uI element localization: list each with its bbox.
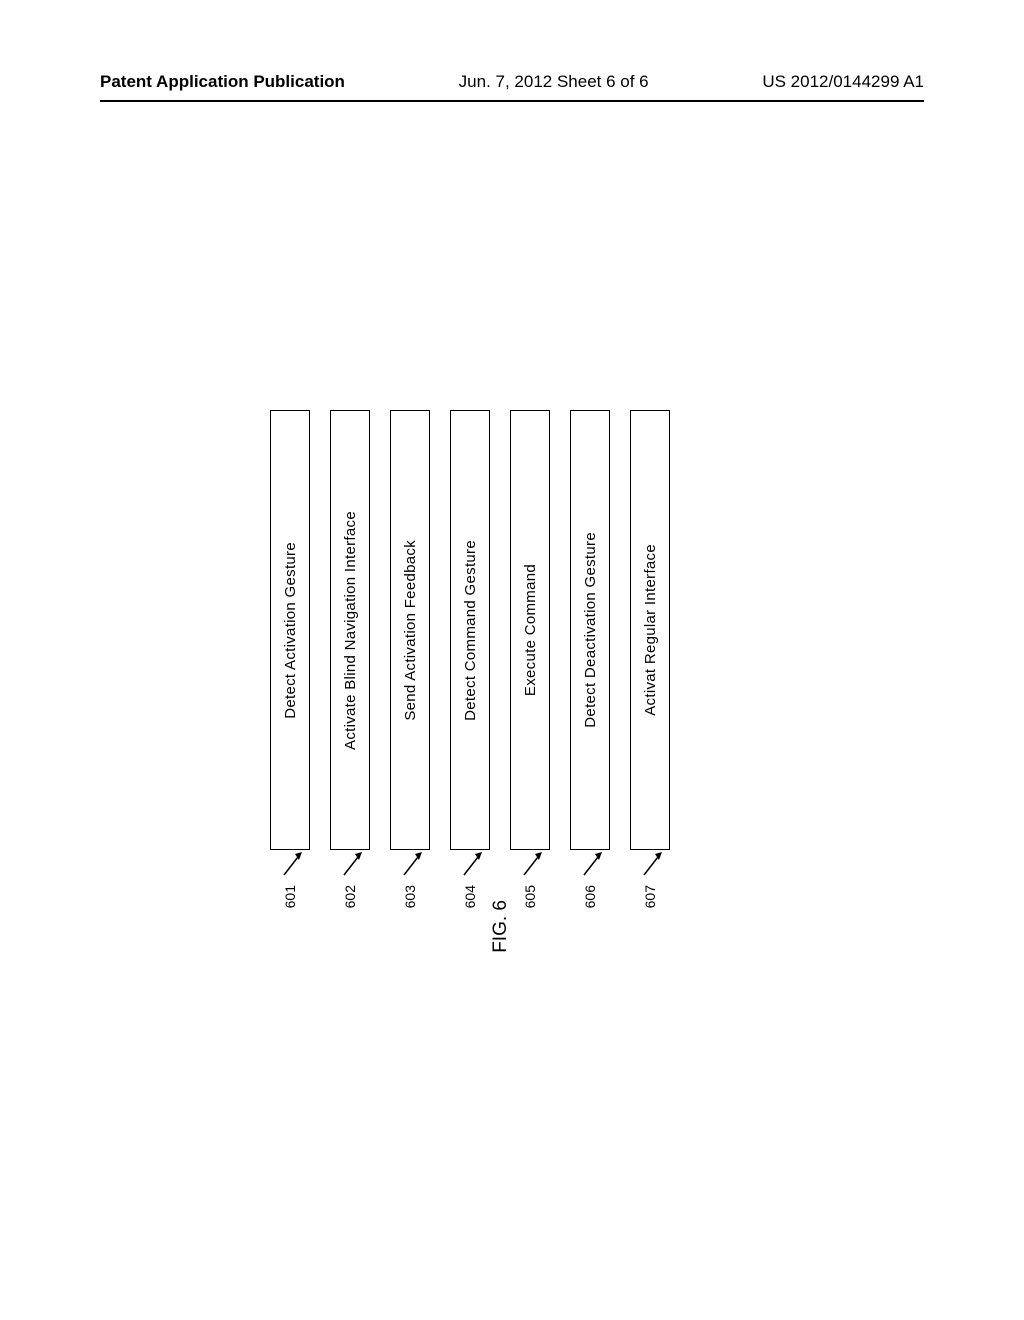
step-label: Detect Activation Gesture — [282, 542, 299, 719]
callout-line — [514, 857, 546, 889]
step-callout: 604 — [454, 857, 486, 908]
page-header: Patent Application Publication Jun. 7, 2… — [0, 72, 1024, 92]
step-callout: 607 — [634, 857, 666, 908]
callout-line — [334, 857, 366, 889]
step-label: Detect Command Gesture — [462, 540, 479, 721]
step-ref: 606 — [582, 885, 598, 908]
step-label: Detect Deactivation Gesture — [582, 532, 599, 728]
step-box: Detect Command Gesture — [450, 410, 490, 850]
step-box: Detect Deactivation Gesture — [570, 410, 610, 850]
callout-line — [394, 857, 426, 889]
step-ref: 604 — [462, 885, 478, 908]
step-602: Activate Blind Navigation Interface 602 — [330, 410, 370, 850]
step-ref: 607 — [642, 885, 658, 908]
step-label: Execute Command — [522, 564, 539, 696]
step-603: Send Activation Feedback 603 — [390, 410, 430, 850]
step-box: Send Activation Feedback — [390, 410, 430, 850]
step-ref: 601 — [282, 885, 298, 908]
callout-line — [454, 857, 486, 889]
header-patent-number: US 2012/0144299 A1 — [762, 72, 924, 92]
step-ref: 602 — [342, 885, 358, 908]
step-ref: 603 — [402, 885, 418, 908]
step-box: Detect Activation Gesture — [270, 410, 310, 850]
step-604: Detect Command Gesture 604 — [450, 410, 490, 850]
step-callout: 602 — [334, 857, 366, 908]
step-callout: 606 — [574, 857, 606, 908]
step-callout: 601 — [274, 857, 306, 908]
step-601: Detect Activation Gesture 601 — [270, 410, 310, 850]
flowchart: Detect Activation Gesture 601 Activate B… — [270, 410, 670, 850]
step-606: Detect Deactivation Gesture 606 — [570, 410, 610, 850]
callout-line — [274, 857, 306, 889]
step-ref: 605 — [522, 885, 538, 908]
step-callout: 605 — [514, 857, 546, 908]
step-box: Activate Blind Navigation Interface — [330, 410, 370, 850]
header-date-sheet: Jun. 7, 2012 Sheet 6 of 6 — [459, 72, 649, 92]
step-box: Activat Regular Interface — [630, 410, 670, 850]
figure-label: FIG. 6 — [490, 900, 512, 953]
header-publication: Patent Application Publication — [100, 72, 345, 92]
header-divider — [100, 100, 924, 102]
step-label: Activate Blind Navigation Interface — [342, 511, 359, 750]
step-box: Execute Command — [510, 410, 550, 850]
step-605: Execute Command 605 — [510, 410, 550, 850]
step-label: Send Activation Feedback — [402, 540, 419, 721]
step-callout: 603 — [394, 857, 426, 908]
callout-line — [634, 857, 666, 889]
step-607: Activat Regular Interface 607 — [630, 410, 670, 850]
step-label: Activat Regular Interface — [642, 544, 659, 716]
callout-line — [574, 857, 606, 889]
